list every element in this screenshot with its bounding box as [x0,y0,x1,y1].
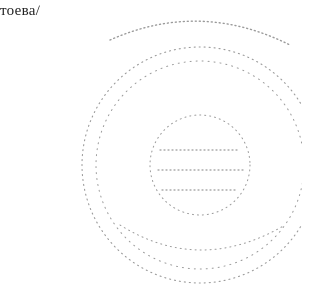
handwritten-text: тоева/ [0,3,40,20]
stamp-center-text [158,150,245,190]
stamp-inner-ring [96,61,302,269]
stamp [0,0,302,291]
page: {"document": {"text": "тоева/"}} тоева/ … [0,0,302,291]
stamp-bottom-text [120,225,285,250]
stamp-outer-ring [82,47,302,283]
stamp-arc-text [110,21,290,45]
stamp-center-ring [150,115,250,215]
